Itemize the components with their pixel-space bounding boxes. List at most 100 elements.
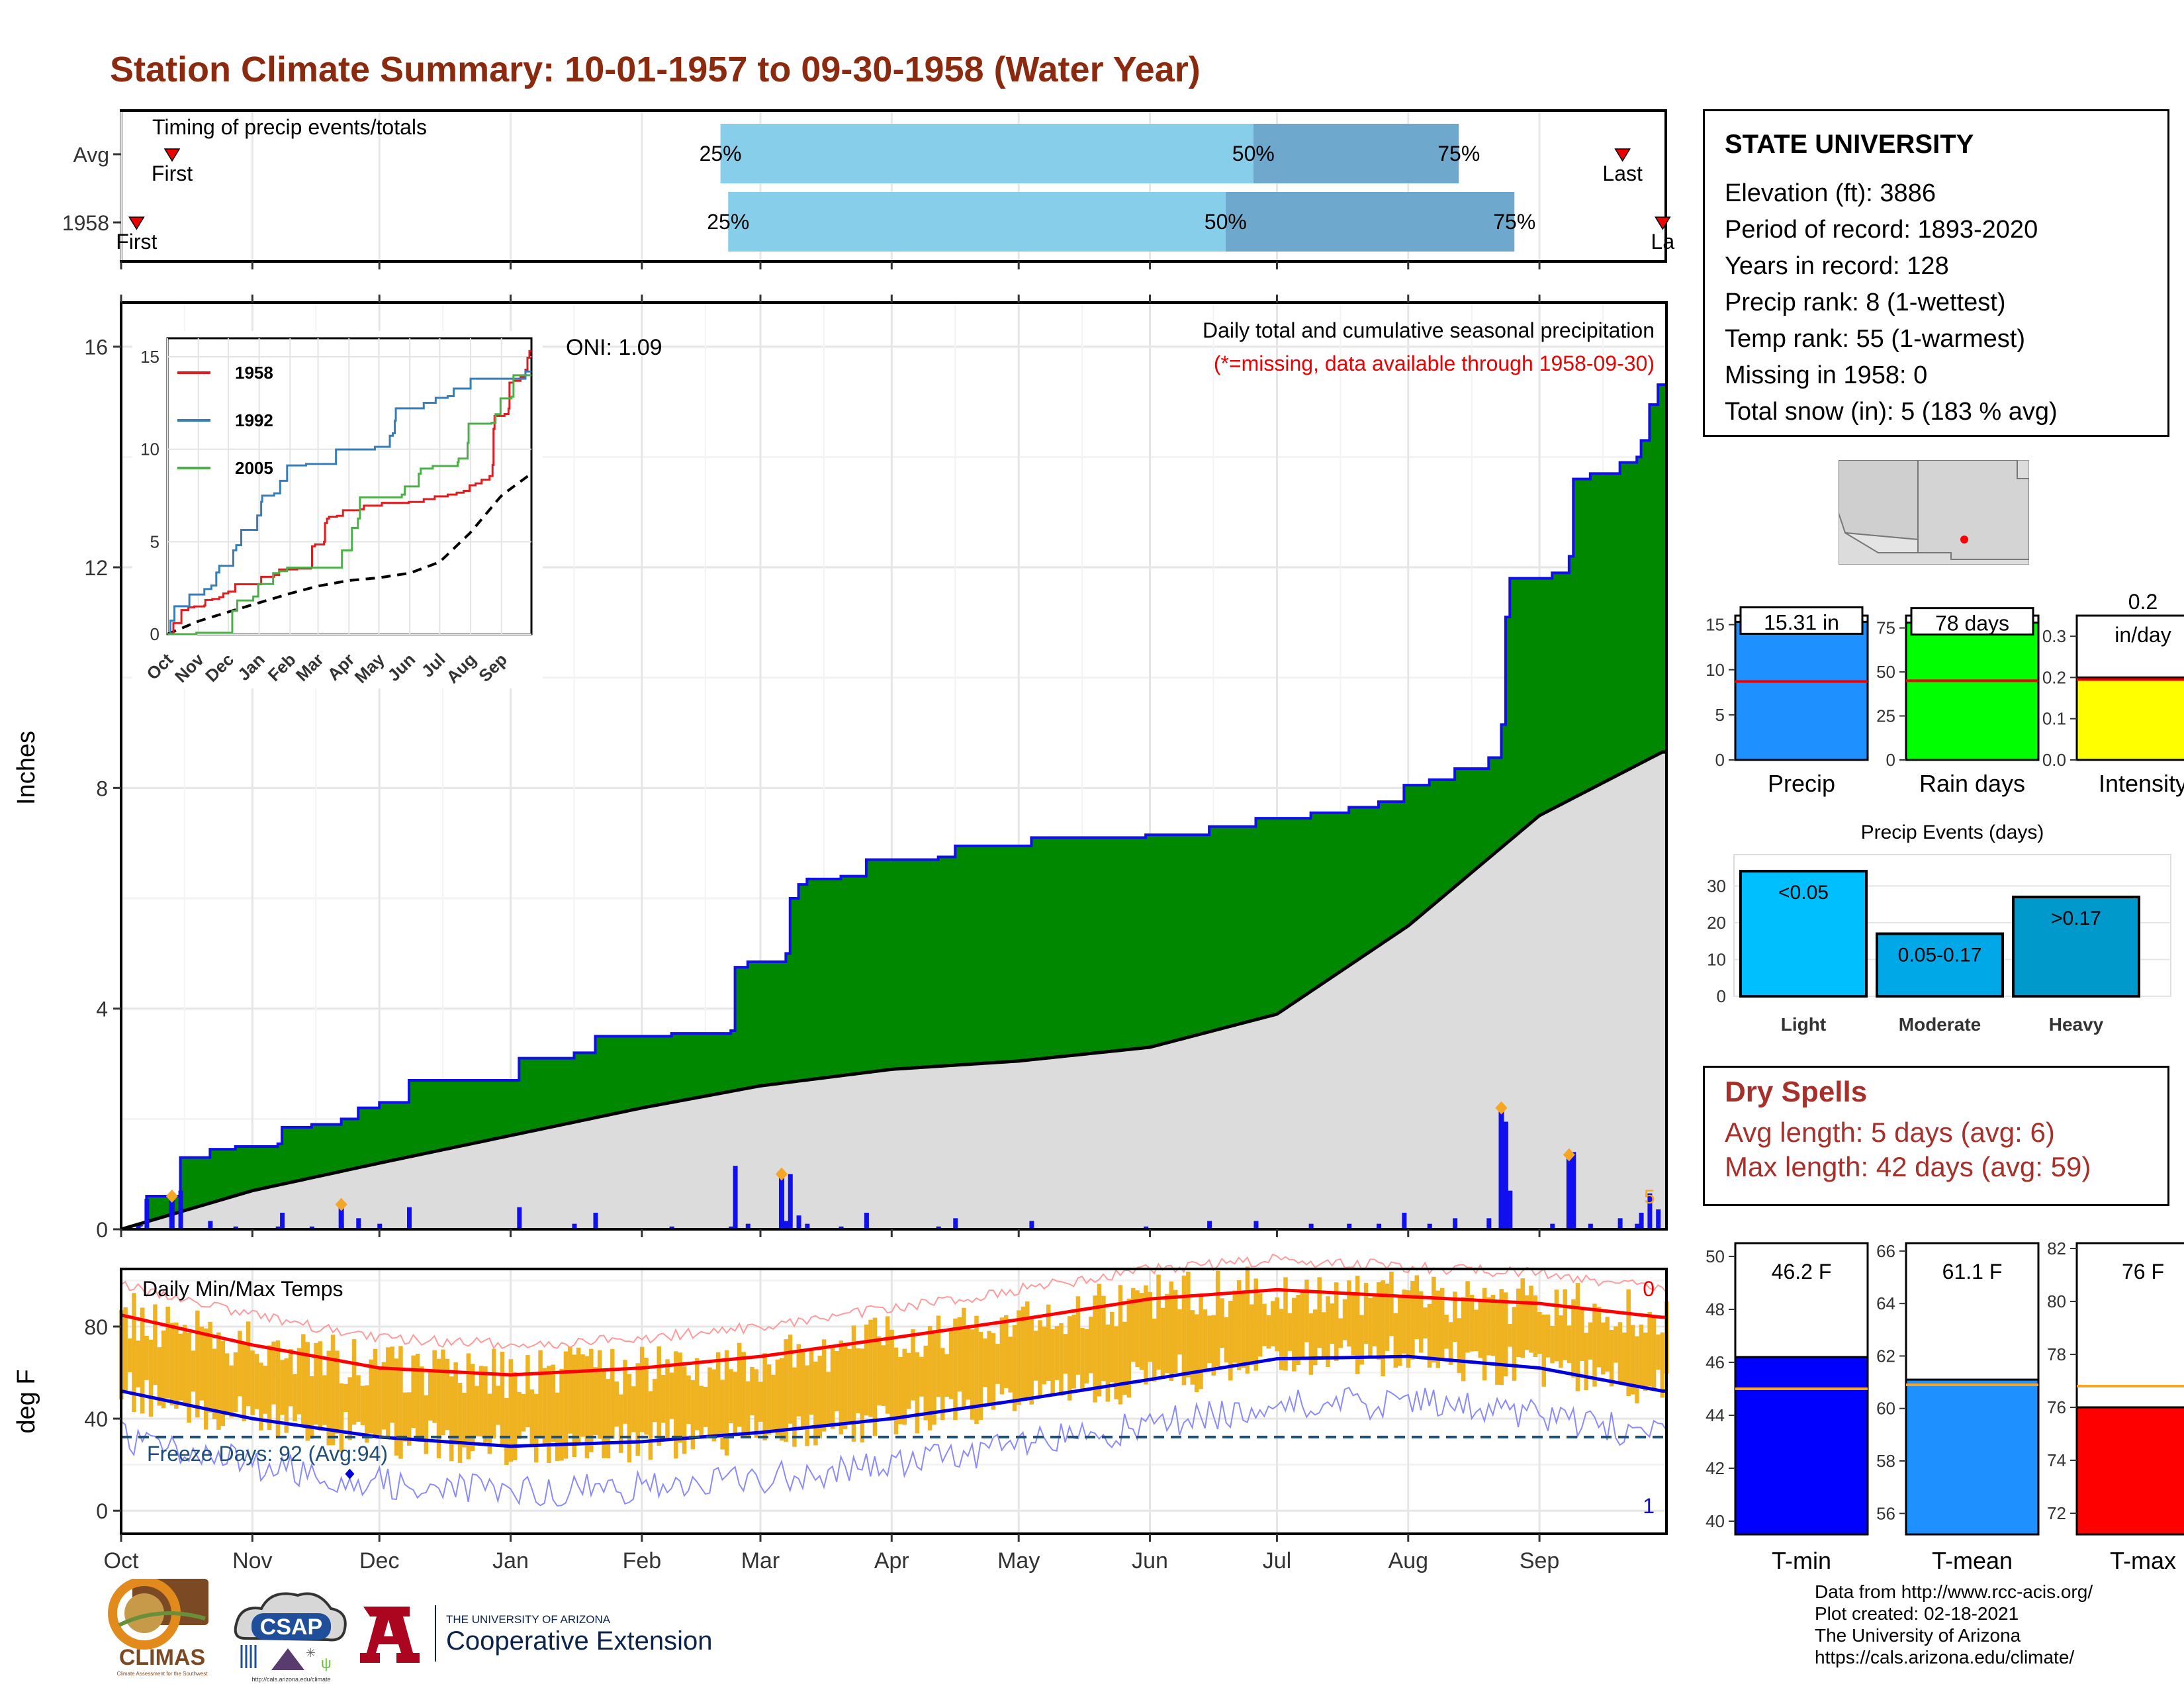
daily-temp-range-bar xyxy=(157,1347,162,1406)
daily-temp-range-bar xyxy=(919,1356,924,1397)
last-label: Last xyxy=(1602,162,1643,185)
inset-avg-line xyxy=(167,473,531,635)
daily-precip-bar xyxy=(1566,1154,1572,1229)
daily-temp-range-bar xyxy=(1144,1285,1148,1385)
heavy-event-marker xyxy=(165,1190,178,1203)
daily-temp-range-bar xyxy=(1313,1309,1318,1366)
daily-temp-range-bar xyxy=(682,1366,687,1454)
summary-bar-name: Intensity xyxy=(2099,770,2184,797)
precip-chart: 5 0 4 8 12 16 Inches Daily total and cumulative… xyxy=(13,295,1668,1242)
daily-temp-range-bar xyxy=(1271,1301,1275,1346)
daily-temp-range-bar xyxy=(259,1362,263,1430)
daily-temp-range-bar xyxy=(1550,1326,1555,1364)
daily-precip-bar xyxy=(407,1207,412,1229)
timing-p50-label: 50% xyxy=(1232,142,1275,165)
daily-temp-range-bar xyxy=(775,1359,780,1436)
daily-temp-range-bar xyxy=(1432,1276,1436,1363)
daily-temp-range-bar xyxy=(1122,1321,1127,1395)
daily-temp-range-bar xyxy=(165,1306,170,1399)
temp-bar-tick: 76 xyxy=(2047,1397,2066,1417)
daily-temp-range-bar xyxy=(1567,1325,1572,1363)
daily-temp-range-bar xyxy=(779,1358,784,1441)
daily-temp-range-bar xyxy=(263,1366,268,1414)
daily-temp-range-bar xyxy=(1050,1329,1055,1396)
daily-temp-range-bar xyxy=(508,1359,514,1462)
inset-legend-label: 1992 xyxy=(235,410,273,430)
daily-temp-range-bar xyxy=(1397,1297,1402,1366)
daily-temp-range-bar xyxy=(991,1333,996,1410)
temp-chart: Freeze Days: 92 (Avg:94) Daily Min/Max Te… xyxy=(13,1253,1669,1573)
daily-temp-range-bar xyxy=(805,1365,809,1446)
summary-bar-name: Rain days xyxy=(1919,770,2025,797)
daily-temp-range-bar xyxy=(1461,1297,1466,1382)
daily-temp-range-bar xyxy=(631,1386,636,1432)
daily-temp-range-bar xyxy=(1575,1283,1580,1391)
summary-bar xyxy=(1905,622,2040,761)
daily-temp-range-bar xyxy=(999,1317,1005,1395)
daily-precip-bar xyxy=(1347,1223,1352,1229)
daily-temp-range-bar xyxy=(847,1348,852,1423)
daily-temp-range-bar xyxy=(339,1383,344,1452)
daily-temp-range-bar xyxy=(1448,1322,1453,1365)
y-axis-label: deg F xyxy=(13,1369,40,1433)
temp-bar xyxy=(1734,1356,1869,1536)
temp-bar-value: 76 F xyxy=(2122,1260,2164,1284)
avg-min-line xyxy=(120,1354,1666,1448)
daily-temp-range-bar xyxy=(948,1329,954,1399)
summary-tick: 50 xyxy=(1876,662,1895,682)
summary-label-box xyxy=(1910,607,2034,636)
daily-temp-range-bar xyxy=(351,1338,357,1425)
daily-temp-range-bar xyxy=(1021,1306,1026,1399)
daily-precip-bar xyxy=(1207,1221,1212,1229)
daily-temp-range-bar xyxy=(381,1362,387,1430)
climas-logo: CLIMAS Climate Assessment for the Southw… xyxy=(108,1579,208,1677)
summary-value-label: 78 days xyxy=(1935,612,2009,635)
daily-temp-range-bar xyxy=(686,1375,691,1425)
daily-temp-range-bar xyxy=(962,1307,966,1409)
record-low-count: 1 xyxy=(1643,1494,1655,1518)
daily-temp-range-bar xyxy=(1253,1278,1258,1371)
event-bar-name: Moderate xyxy=(1899,1014,1981,1035)
daily-temp-range-bar xyxy=(1190,1310,1195,1385)
ua-coop-ext: Cooperative Extension xyxy=(446,1626,712,1656)
daily-temp-range-bar xyxy=(1071,1314,1076,1389)
daily-temp-range-bar xyxy=(1084,1329,1089,1383)
daily-temp-range-bar xyxy=(657,1346,661,1446)
first-label: First xyxy=(152,162,193,185)
daily-temp-range-bar xyxy=(893,1347,899,1434)
daily-temp-range-bar xyxy=(1046,1304,1051,1381)
daily-temp-range-bar xyxy=(322,1375,327,1425)
daily-temp-range-bar xyxy=(737,1342,742,1427)
temp-bar-tick: 40 xyxy=(1706,1511,1725,1531)
daily-temp-range-bar xyxy=(1165,1293,1169,1374)
daily-temp-range-bar xyxy=(1199,1294,1203,1389)
daily-temp-range-bar xyxy=(1647,1312,1652,1387)
daily-temp-range-bar xyxy=(398,1346,403,1459)
daily-temp-range-bar xyxy=(475,1385,479,1436)
daily-temp-range-bar xyxy=(1503,1292,1508,1377)
daily-temp-range-bar xyxy=(856,1348,860,1413)
svg-text:Climate Assessment for the Sou: Climate Assessment for the Southwest xyxy=(117,1671,208,1677)
daily-temp-range-bar xyxy=(1105,1324,1111,1402)
daily-temp-range-bar xyxy=(470,1364,475,1452)
daily-temp-range-bar xyxy=(551,1364,556,1442)
daily-temp-range-bar xyxy=(496,1385,500,1425)
daily-temp-range-bar xyxy=(771,1374,776,1432)
temp-bar-name: T-mean xyxy=(1932,1547,2013,1574)
daily-temp-range-bar xyxy=(842,1342,848,1429)
y-axis-label: Inches xyxy=(13,731,40,805)
daily-temp-range-bar xyxy=(517,1391,522,1440)
snow-total-tag: 5 xyxy=(1644,1186,1655,1208)
daily-temp-range-bar xyxy=(533,1393,539,1463)
heavy-event-marker xyxy=(1495,1101,1508,1115)
first-label: First xyxy=(116,230,157,254)
daily-temp-range-bar xyxy=(987,1331,991,1405)
daily-temp-range-bar xyxy=(580,1354,585,1437)
summary-tick: 5 xyxy=(1715,705,1725,725)
locator-map xyxy=(1839,460,2029,565)
daily-temp-range-bar xyxy=(1614,1326,1618,1363)
daily-temp-range-bar xyxy=(296,1348,302,1415)
daily-temp-range-bar xyxy=(161,1331,166,1409)
daily-temp-range-bar xyxy=(1257,1293,1263,1357)
daily-temp-range-bar xyxy=(576,1347,581,1445)
